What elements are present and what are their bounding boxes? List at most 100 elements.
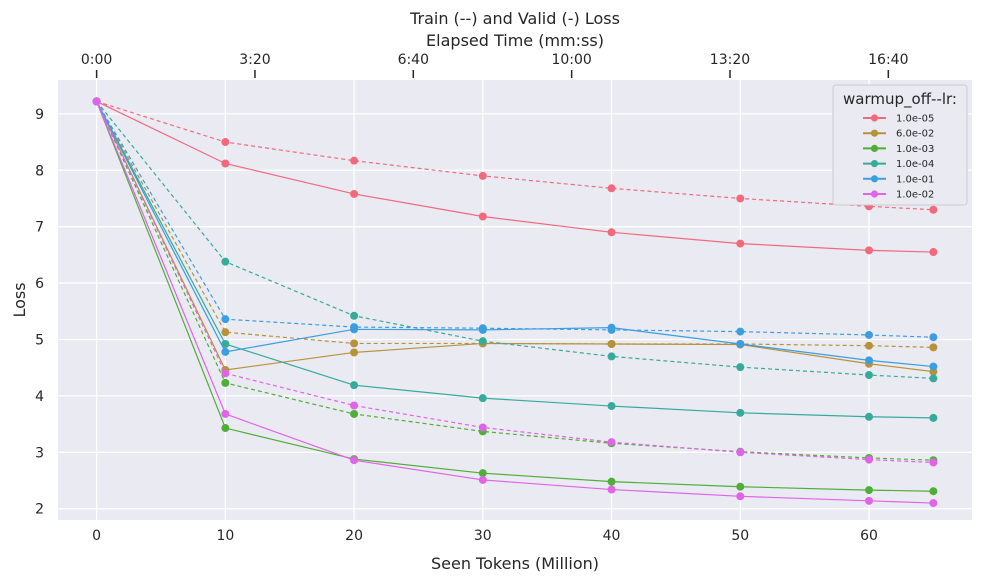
train-point: [929, 374, 938, 383]
legend: warmup_off--lr: 1.0e-056.0e-021.0e-031.0…: [832, 84, 968, 206]
y-tick-label: 5: [35, 332, 44, 348]
valid-point: [929, 413, 938, 422]
valid-point: [929, 248, 938, 257]
train-point: [929, 458, 938, 467]
valid-point: [865, 486, 874, 495]
top-axis-label: Elapsed Time (mm:ss): [426, 31, 604, 50]
legend-label: 1.0e-03: [896, 144, 934, 155]
legend-items: 1.0e-05 6.0e-02 1.0e-03 1.0e-04 1.0e-01 1.0e-…: [863, 114, 934, 201]
train-point: [350, 156, 359, 165]
valid-point: [92, 97, 101, 106]
legend-marker: [870, 114, 879, 122]
train-point: [478, 423, 487, 432]
valid-point: [607, 402, 616, 411]
valid-point: [929, 362, 938, 371]
valid-point: [929, 487, 938, 496]
top-tick-label: 13:20: [710, 52, 750, 68]
valid-point: [350, 189, 359, 198]
x-tick-label: 60: [860, 528, 878, 544]
train-point: [929, 333, 938, 342]
train-point: [929, 343, 938, 352]
x-tick-label: 20: [345, 528, 363, 544]
valid-point: [607, 228, 616, 237]
valid-point: [607, 323, 616, 332]
train-point: [607, 352, 616, 361]
valid-point: [221, 347, 230, 356]
valid-point: [736, 340, 745, 348]
valid-point: [865, 356, 874, 365]
top-tick-label: 3:20: [239, 52, 270, 68]
legend-label: 1.0e-01: [896, 174, 934, 185]
valid-point: [478, 394, 487, 403]
valid-point: [478, 469, 487, 478]
train-point: [221, 378, 230, 387]
valid-point: [736, 482, 745, 491]
legend-marker: [870, 129, 879, 137]
valid-line: [96, 101, 934, 419]
valid-point: [478, 325, 487, 334]
valid-point: [350, 456, 359, 465]
x-tick-label: 50: [731, 528, 749, 544]
legend-label: 1.0e-04: [896, 159, 934, 170]
train-point: [478, 337, 487, 346]
train-point: [221, 315, 230, 324]
y-tick-label: 4: [35, 389, 44, 405]
plot-background: [58, 80, 972, 520]
legend-title: warmup_off--lr:: [843, 90, 957, 109]
valid-point: [929, 499, 938, 508]
train-point: [865, 341, 874, 350]
train-point: [929, 205, 938, 214]
train-line: [96, 101, 934, 461]
train-line: [96, 101, 934, 380]
train-point: [478, 171, 487, 180]
axis-ticks: 0 10 20 30 40 50 60 2 3 4 5 6 7 8 9 0:00 3:20 6:40 10:00 13…: [35, 52, 908, 544]
valid-line: [96, 101, 934, 368]
train-point: [865, 455, 874, 464]
valid-point: [478, 475, 487, 484]
grid: [58, 80, 972, 520]
legend-box: [832, 84, 968, 206]
x-tick-label: 30: [474, 528, 492, 544]
legend-marker: [870, 144, 879, 152]
valid-point: [865, 496, 874, 505]
chart-title: Train (--) and Valid (-) Loss: [409, 9, 620, 28]
y-tick-label: 6: [35, 276, 44, 292]
x-tick-label: 10: [216, 528, 234, 544]
valid-point: [607, 340, 616, 348]
train-point: [221, 257, 230, 266]
train-point: [736, 327, 745, 336]
train-point: [350, 409, 359, 418]
valid-line: [96, 101, 934, 492]
valid-point: [736, 408, 745, 417]
top-tick-label: 16:40: [868, 52, 908, 68]
valid-point: [221, 159, 230, 168]
valid-point: [865, 246, 874, 255]
train-point: [350, 311, 359, 320]
top-tick-label: 6:40: [398, 52, 429, 68]
train-point: [221, 369, 230, 378]
valid-point: [607, 477, 616, 486]
y-tick-label: 2: [35, 502, 44, 518]
valid-point: [221, 340, 230, 348]
train-point: [865, 371, 874, 380]
legend-label: 1.0e-02: [896, 190, 934, 201]
valid-point: [350, 381, 359, 390]
valid-line: [96, 100, 934, 253]
y-tick-label: 7: [35, 220, 44, 236]
valid-point: [350, 348, 359, 357]
train-point: [350, 401, 359, 410]
train-point: [736, 363, 745, 372]
series-lines: [92, 97, 938, 508]
legend-marker: [870, 160, 879, 168]
valid-point: [736, 492, 745, 501]
legend-marker: [870, 175, 879, 183]
valid-point: [478, 212, 487, 221]
train-line: [96, 101, 934, 464]
valid-line: [96, 101, 934, 504]
top-tick-label: 10:00: [551, 52, 591, 68]
train-line: [96, 100, 934, 211]
train-point: [736, 194, 745, 203]
legend-marker: [870, 190, 879, 198]
valid-point: [865, 412, 874, 421]
valid-line: [96, 101, 934, 373]
